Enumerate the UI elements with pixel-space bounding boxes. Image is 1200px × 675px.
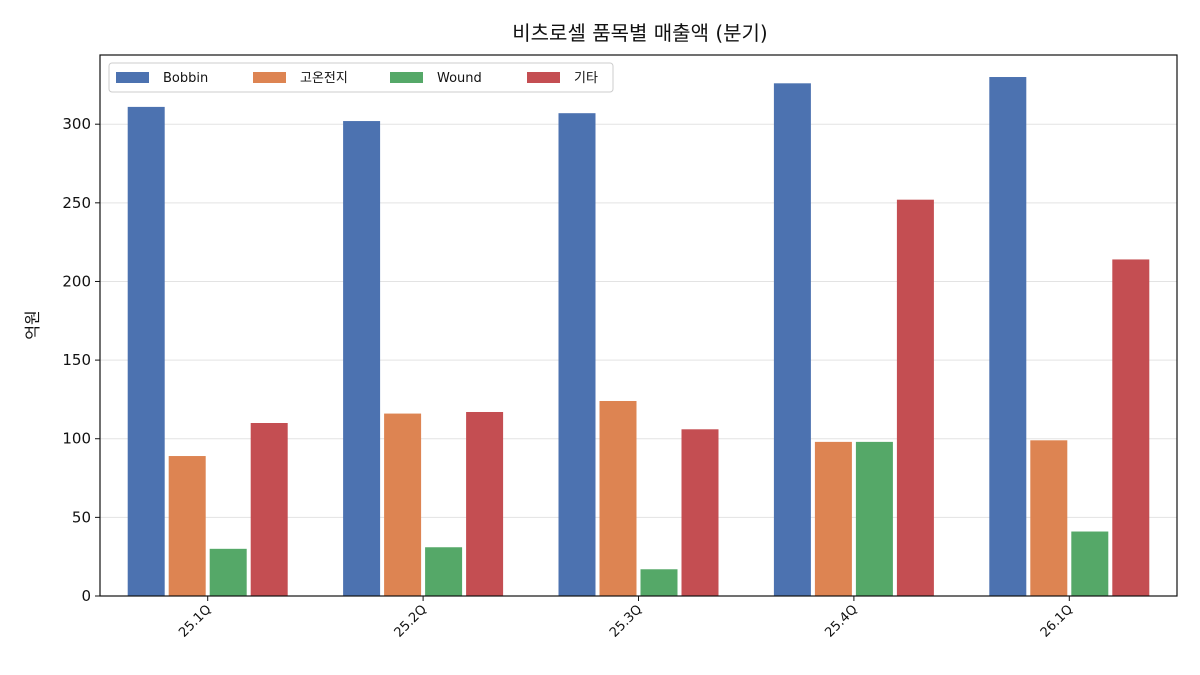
plot-frame xyxy=(99,54,1178,597)
legend: Bobbin 고온전지 Wound 기타 xyxy=(108,62,614,93)
bar xyxy=(558,113,596,596)
chart-title: 비츠로셀 품목별 매출액 (분기) xyxy=(512,21,767,45)
legend-swatch xyxy=(116,72,149,83)
bar xyxy=(1030,440,1068,596)
bar xyxy=(466,411,504,596)
bar xyxy=(640,569,678,596)
legend-swatch xyxy=(253,72,286,83)
bar xyxy=(1112,259,1150,596)
y-tick-label: 0 xyxy=(81,587,91,605)
bar xyxy=(599,400,637,596)
bar xyxy=(896,199,934,597)
bar xyxy=(1071,531,1109,596)
bar xyxy=(855,441,893,596)
bar xyxy=(209,548,247,596)
bar xyxy=(250,423,288,596)
bar xyxy=(681,429,719,596)
y-tick-label: 50 xyxy=(72,508,91,526)
legend-label: 고온전지 xyxy=(300,71,348,86)
bar xyxy=(168,456,206,596)
legend-swatch xyxy=(390,72,423,83)
bars xyxy=(127,77,1150,597)
bar xyxy=(425,547,463,596)
y-tick-label: 300 xyxy=(62,115,91,133)
legend-label: 기타 xyxy=(574,71,598,86)
legend-label: Wound xyxy=(437,71,482,86)
bar xyxy=(127,106,165,596)
legend-label: Bobbin xyxy=(163,71,208,86)
y-axis-label: 억원 xyxy=(23,310,42,339)
y-tick-label: 200 xyxy=(62,272,91,290)
y-tick-label: 100 xyxy=(62,430,91,448)
bar xyxy=(773,83,811,597)
bar xyxy=(384,413,422,596)
y-tick-label: 250 xyxy=(62,194,91,212)
legend-box xyxy=(108,62,614,93)
bar xyxy=(343,121,381,597)
bar xyxy=(989,77,1027,596)
legend-swatch xyxy=(527,72,560,83)
bar xyxy=(814,441,852,596)
y-tick-label: 150 xyxy=(62,351,91,369)
